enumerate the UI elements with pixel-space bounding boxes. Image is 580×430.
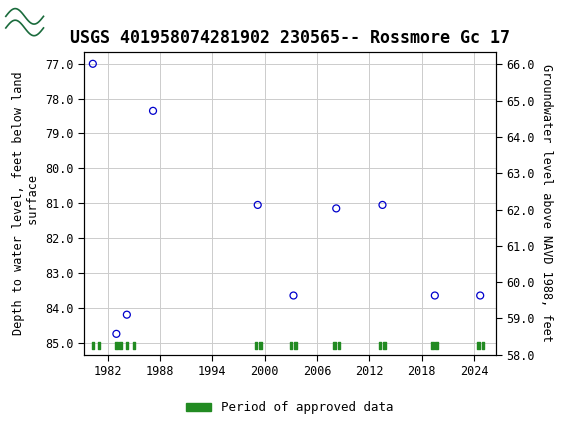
Point	[253, 202, 262, 209]
Point	[148, 108, 158, 114]
Point	[88, 60, 97, 67]
Legend: Period of approved data: Period of approved data	[181, 396, 399, 419]
Point	[378, 202, 387, 209]
Y-axis label: Depth to water level, feet below land
 surface: Depth to water level, feet below land su…	[12, 71, 39, 335]
Title: USGS 401958074281902 230565-- Rossmore Gc 17: USGS 401958074281902 230565-- Rossmore G…	[70, 29, 510, 47]
Point	[332, 205, 341, 212]
Point	[430, 292, 440, 299]
Point	[476, 292, 485, 299]
Text: USGS: USGS	[49, 12, 100, 31]
Point	[289, 292, 298, 299]
Point	[112, 330, 121, 337]
Y-axis label: Groundwater level above NAVD 1988, feet: Groundwater level above NAVD 1988, feet	[541, 64, 553, 342]
Point	[122, 311, 132, 318]
FancyBboxPatch shape	[5, 5, 45, 38]
